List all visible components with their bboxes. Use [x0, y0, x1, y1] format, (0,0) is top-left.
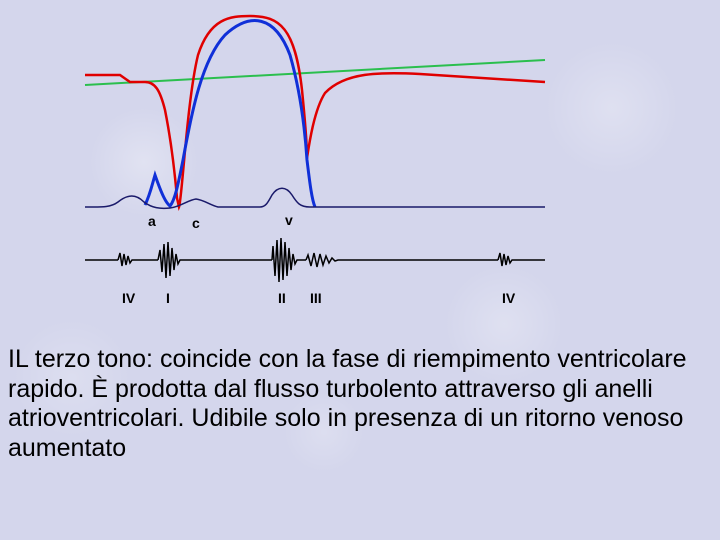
sound-label-iv-a: IV: [122, 290, 135, 306]
phono-s4b: [498, 253, 545, 266]
sound-label-iii: III: [310, 290, 322, 306]
wave-label-a: a: [148, 213, 156, 229]
wave-label-c: c: [192, 215, 200, 231]
phono-s4: [118, 253, 158, 266]
phonocardiogram: [85, 238, 545, 282]
caption-text: IL terzo tono: coincide con la fase di r…: [8, 345, 708, 463]
wiggers-diagram: a c v IV I II III IV: [0, 0, 720, 330]
chart-svg: [0, 0, 720, 330]
sound-label-iv-b: IV: [502, 290, 515, 306]
green-curve: [85, 60, 545, 85]
blue-curve: [145, 21, 315, 207]
phono-s1: [158, 242, 272, 278]
wave-label-v: v: [285, 212, 293, 228]
phono-s2: [272, 238, 306, 282]
sound-label-ii: II: [278, 290, 286, 306]
phono-s3: [306, 253, 498, 267]
sound-label-i: I: [166, 290, 170, 306]
